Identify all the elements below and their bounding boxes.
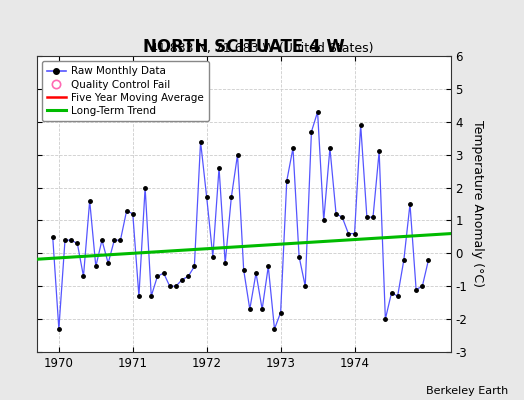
Text: Berkeley Earth: Berkeley Earth — [426, 386, 508, 396]
Title: NORTH SCITUATE 4 W: NORTH SCITUATE 4 W — [143, 38, 345, 56]
Text: 41.833 N, 71.683 W (United States): 41.833 N, 71.683 W (United States) — [150, 42, 374, 55]
Legend: Raw Monthly Data, Quality Control Fail, Five Year Moving Average, Long-Term Tren: Raw Monthly Data, Quality Control Fail, … — [42, 61, 209, 121]
Y-axis label: Temperature Anomaly (°C): Temperature Anomaly (°C) — [471, 120, 484, 288]
